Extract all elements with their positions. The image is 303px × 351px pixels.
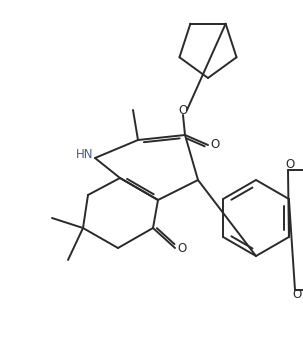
Text: O: O	[177, 241, 187, 254]
Text: HN: HN	[76, 148, 94, 161]
Text: O: O	[210, 139, 220, 152]
Text: O: O	[285, 159, 295, 172]
Text: O: O	[292, 289, 301, 302]
Text: O: O	[178, 104, 188, 117]
